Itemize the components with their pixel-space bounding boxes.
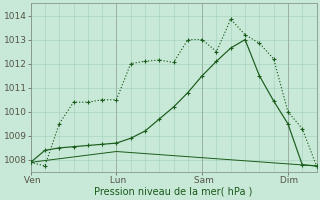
X-axis label: Pression niveau de la mer( hPa ): Pression niveau de la mer( hPa ): [94, 187, 253, 197]
